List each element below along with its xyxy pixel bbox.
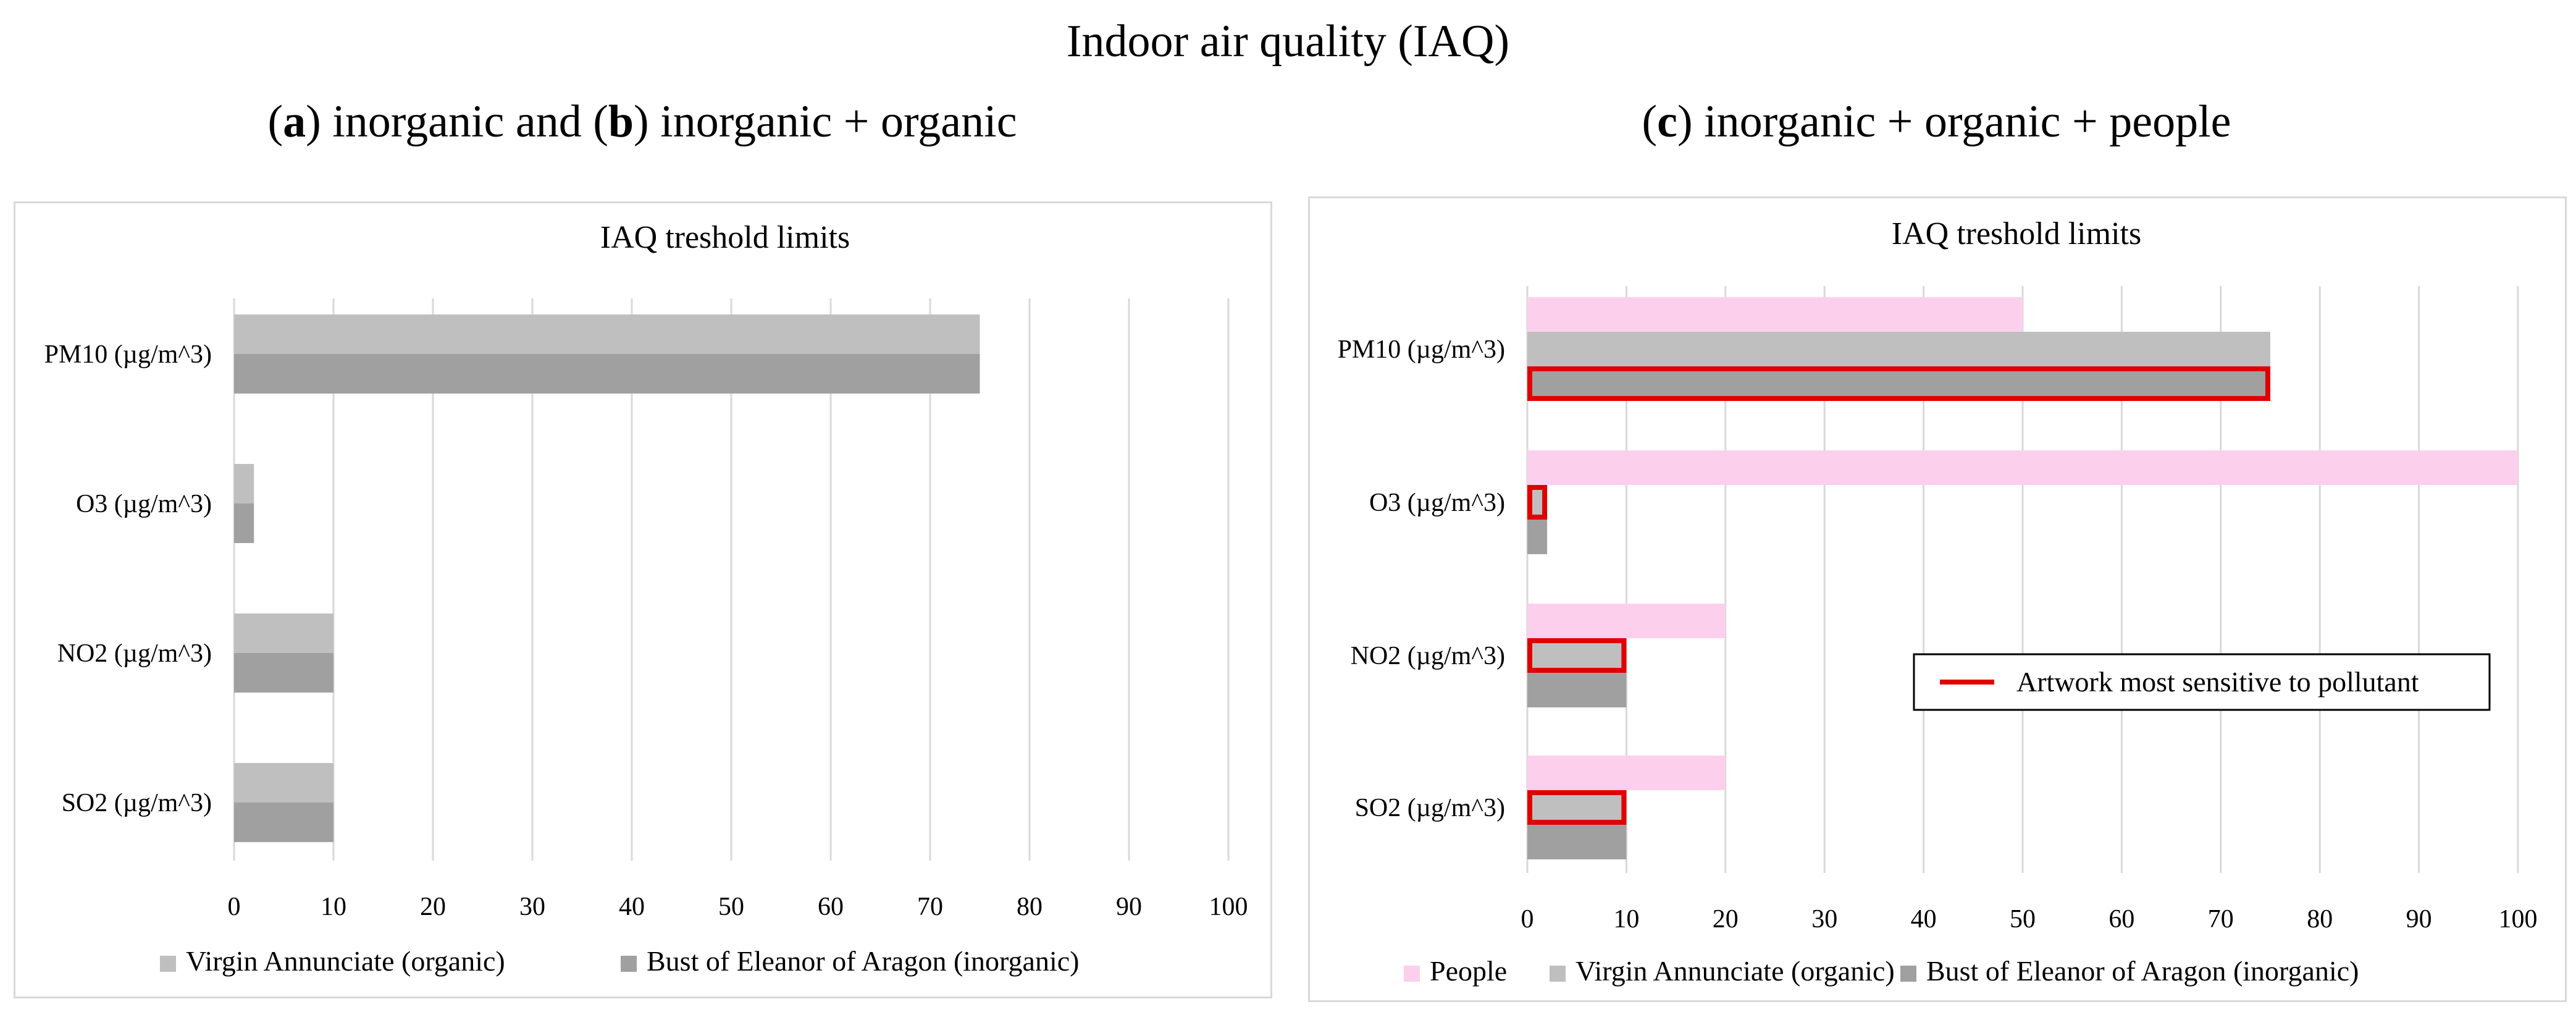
highlight-outline-pm10-g-m-3 — [1527, 366, 2270, 401]
x-tick-label: 80 — [1017, 893, 1043, 921]
legend-swatch-bust-of-eleanor-of-aragon-inorganic — [621, 956, 637, 972]
subtitle-c-letter: c — [1657, 96, 1677, 147]
x-tick-label: 90 — [1116, 893, 1142, 921]
chart-title: IAQ treshold limits — [600, 220, 850, 255]
x-tick-label: 10 — [321, 893, 346, 921]
x-tick-label: 80 — [2307, 905, 2333, 934]
x-tick-label: 100 — [2499, 905, 2538, 934]
legend-swatch-people — [1404, 966, 1420, 982]
legend-label-people: People — [1430, 955, 1507, 987]
x-tick-label: 70 — [917, 893, 943, 921]
x-tick-label: 30 — [519, 893, 545, 921]
legend-label-bust-of-eleanor-of-aragon-inorganic: Bust of Eleanor of Aragon (inorganic) — [647, 945, 1079, 977]
x-tick-label: 90 — [2406, 905, 2432, 934]
subtitle-a-letter: a — [283, 96, 306, 147]
chart-left: IAQ treshold limits PM10 (µg/m^3) O3 (µg/m… — [44, 220, 1248, 977]
category-label-so2-g-m-3: SO2 (µg/m^3) — [62, 789, 212, 817]
bar-bust-of-eleanor-of-aragon-inorganic-o3-g-m-3 — [234, 504, 254, 543]
x-tick-label: 50 — [2010, 905, 2036, 934]
bar-virgin-annunciate-organic-so2-g-m-3 — [1527, 790, 1627, 825]
bar-virgin-annunciate-organic-no2-g-m-3 — [1527, 638, 1627, 673]
legend-swatch-virgin-annunciate-organic — [1550, 966, 1566, 982]
subtitle-c-open: ( — [1642, 96, 1658, 147]
bar-virgin-annunciate-organic-no2-g-m-3 — [234, 613, 334, 653]
subtitle-b-rest: ) inorganic + organic — [634, 96, 1017, 147]
subtitle-c-rest: ) inorganic + organic + people — [1677, 96, 2231, 147]
x-tick-label: 0 — [228, 893, 241, 921]
bar-people-pm10-g-m-3 — [1527, 297, 2023, 332]
callout-label: Artwork most sensitive to pollutant — [2016, 666, 2419, 698]
subtitle-b-letter: b — [608, 96, 634, 147]
highlight-outline-o3-g-m-3 — [1527, 485, 1548, 520]
subtitle-right: (c) inorganic + organic + people — [1297, 94, 2576, 150]
x-tick-label: 30 — [1811, 905, 1837, 934]
category-label-pm10-g-m-3: PM10 (µg/m^3) — [1338, 335, 1505, 364]
main-title: Indoor air quality (IAQ) — [1066, 16, 1510, 67]
x-tick-label: 70 — [2208, 905, 2234, 934]
callout-box — [1913, 653, 2491, 711]
subtitle-a-open: ( — [267, 96, 283, 147]
bar-virgin-annunciate-organic-pm10-g-m-3 — [234, 314, 980, 354]
highlight-outline-no2-g-m-3 — [1527, 638, 1627, 673]
bar-bust-of-eleanor-of-aragon-inorganic-no2-g-m-3 — [234, 653, 334, 693]
bar-virgin-annunciate-organic-pm10-g-m-3 — [1527, 332, 2270, 366]
category-label-no2-g-m-3: NO2 (µg/m^3) — [1351, 642, 1505, 670]
bar-bust-of-eleanor-of-aragon-inorganic-pm10-g-m-3 — [1527, 366, 2270, 401]
highlight-outline-so2-g-m-3 — [1527, 790, 1627, 825]
category-label-o3-g-m-3: O3 (µg/m^3) — [76, 490, 212, 518]
x-tick-label: 50 — [718, 893, 744, 921]
x-tick-label: 60 — [818, 893, 844, 921]
category-label-o3-g-m-3: O3 (µg/m^3) — [1369, 489, 1505, 517]
x-tick-label: 100 — [1209, 893, 1248, 921]
subtitle-a-mid: ) inorganic and ( — [306, 96, 608, 147]
bar-bust-of-eleanor-of-aragon-inorganic-pm10-g-m-3 — [234, 354, 980, 394]
x-tick-label: 10 — [1613, 905, 1639, 934]
category-label-pm10-g-m-3: PM10 (µg/m^3) — [44, 340, 212, 369]
x-tick-label: 0 — [1521, 905, 1534, 934]
chart-panel-left: IAQ treshold limits PM10 (µg/m^3) O3 (µg/m… — [14, 201, 1272, 998]
x-tick-label: 20 — [1713, 905, 1739, 934]
category-label-no2-g-m-3: NO2 (µg/m^3) — [57, 639, 212, 668]
legend-label-bust-of-eleanor-of-aragon-inorganic: Bust of Eleanor of Aragon (inorganic) — [1926, 955, 2359, 987]
x-tick-label: 40 — [619, 893, 645, 921]
legend-label-virgin-annunciate-organic: Virgin Annunciate (organic) — [1575, 955, 1895, 987]
legend-label-virgin-annunciate-organic: Virgin Annunciate (organic) — [186, 945, 505, 977]
bar-virgin-annunciate-organic-o3-g-m-3 — [234, 464, 254, 504]
bar-people-o3-g-m-3 — [1527, 450, 2518, 485]
x-tick-label: 60 — [2108, 905, 2134, 934]
chart-right: IAQ treshold limits PM10 (µg/m^3) O3 (µg/m… — [1338, 216, 2538, 987]
bar-bust-of-eleanor-of-aragon-inorganic-so2-g-m-3 — [1527, 825, 1627, 859]
x-tick-label: 40 — [1911, 905, 1937, 934]
chart-title: IAQ treshold limits — [1892, 216, 2141, 251]
bar-bust-of-eleanor-of-aragon-inorganic-o3-g-m-3 — [1527, 520, 1548, 554]
chart-panel-right: IAQ treshold limits PM10 (µg/m^3) O3 (µg/m… — [1308, 196, 2567, 1002]
bar-bust-of-eleanor-of-aragon-inorganic-no2-g-m-3 — [1527, 673, 1627, 707]
subtitle-left: (a) inorganic and (b) inorganic + organi… — [0, 94, 1285, 150]
category-label-so2-g-m-3: SO2 (µg/m^3) — [1355, 794, 1505, 822]
bar-bust-of-eleanor-of-aragon-inorganic-so2-g-m-3 — [234, 803, 334, 842]
legend-swatch-virgin-annunciate-organic — [160, 956, 176, 972]
x-tick-label: 20 — [420, 893, 446, 921]
bar-people-so2-g-m-3 — [1527, 756, 1726, 790]
legend-swatch-bust-of-eleanor-of-aragon-inorganic — [1900, 966, 1916, 982]
bar-virgin-annunciate-organic-so2-g-m-3 — [234, 763, 334, 803]
bar-people-no2-g-m-3 — [1527, 604, 1726, 638]
